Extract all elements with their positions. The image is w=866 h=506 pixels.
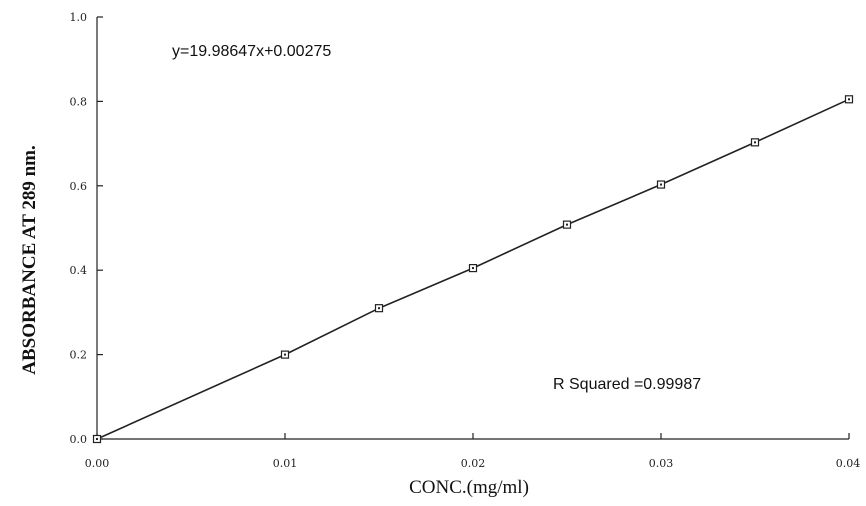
fit-line-group bbox=[96, 98, 850, 440]
y-tick-label: 0.0 bbox=[70, 433, 88, 446]
equation-annotation: y=19.98647x+0.00275 bbox=[172, 43, 331, 60]
data-point-dot bbox=[566, 223, 568, 226]
data-point-dot bbox=[378, 307, 380, 310]
data-point-dot bbox=[96, 438, 98, 440]
y-tick-label: 0.6 bbox=[70, 180, 88, 193]
y-tick-label: 0.2 bbox=[70, 349, 88, 362]
y-tick-label: 0.4 bbox=[70, 264, 88, 277]
y-tick-label: 1.0 bbox=[70, 11, 88, 24]
x-tick-label: 0.04 bbox=[836, 457, 861, 470]
data-point-dot bbox=[660, 183, 662, 186]
data-point-dot bbox=[284, 353, 286, 356]
x-tick-label: 0.02 bbox=[461, 457, 486, 470]
data-point-dot bbox=[754, 141, 756, 144]
axes bbox=[96, 17, 849, 440]
x-tick-label: 0.01 bbox=[273, 457, 298, 470]
x-axis-title: CONC.(mg/ml) bbox=[409, 477, 529, 498]
x-tick-label: 0.03 bbox=[649, 457, 674, 470]
data-point-dot bbox=[848, 98, 850, 101]
y-ticks: 0.0 0.2 0.4 0.6 0.8 1.0 bbox=[70, 11, 103, 446]
x-tick-label: 0.00 bbox=[85, 457, 110, 470]
data-point-dot bbox=[472, 267, 474, 270]
r-squared-annotation: R Squared =0.99987 bbox=[553, 376, 701, 393]
series-line bbox=[96, 98, 850, 440]
x-ticks: 0.00 0.01 0.02 0.03 0.04 bbox=[85, 433, 861, 470]
y-axis-title: ABSORBANCE AT 289 nm. bbox=[19, 145, 40, 374]
data-points bbox=[92, 95, 854, 444]
y-tick-label: 0.8 bbox=[70, 95, 88, 108]
